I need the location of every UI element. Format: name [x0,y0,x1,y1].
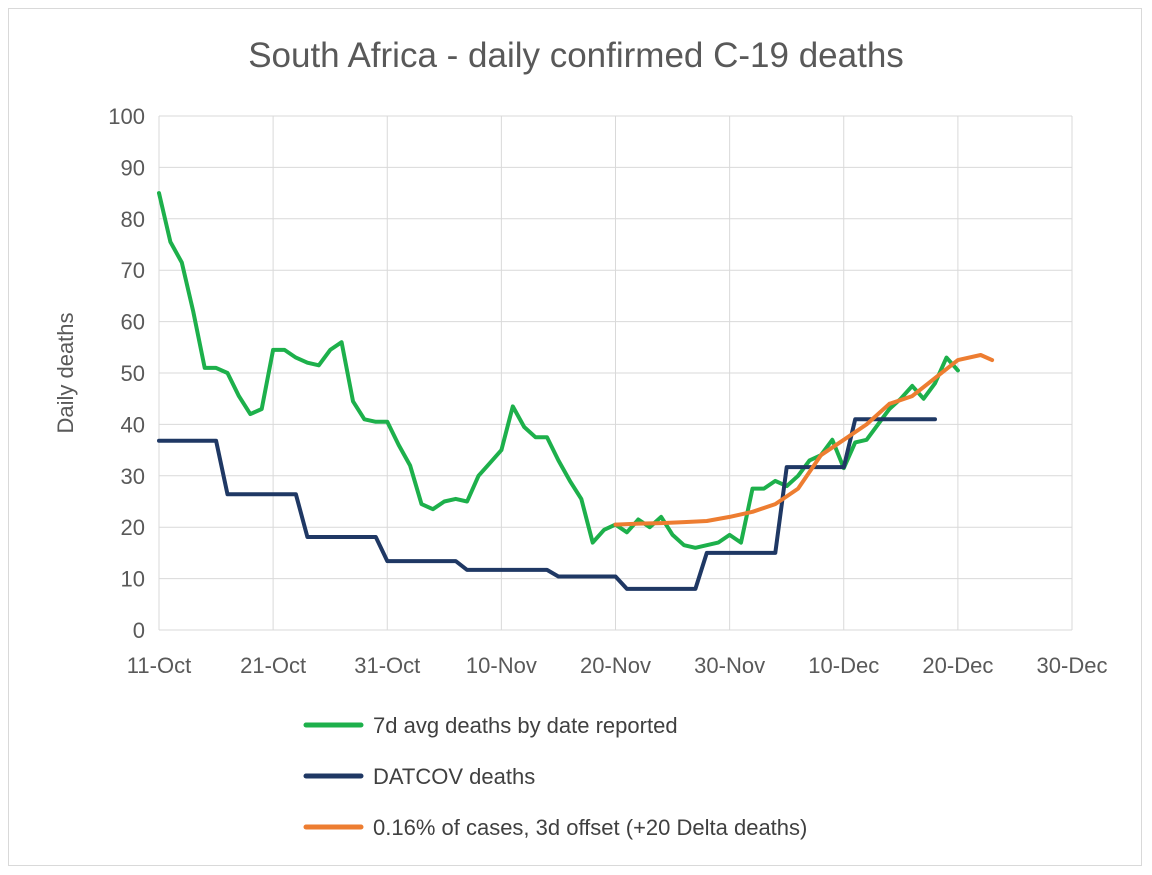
gridlines [158,115,1073,631]
series-line-2 [157,417,937,591]
y-tick-label: 60 [121,310,145,335]
y-tick-label: 30 [121,464,145,489]
legend: 7d avg deaths by date reported DATCOV dea… [303,713,807,840]
x-axis-ticks: 11-Oct 21-Oct 31-Oct 10-Nov 20-Nov 30-Nov 10-D… [127,653,1108,678]
y-tick-label: 50 [121,361,145,386]
series-line-1 [157,191,960,550]
y-tick-label: 80 [121,207,145,232]
x-tick-label: 30-Dec [1037,653,1108,678]
x-tick-label: 10-Nov [466,653,537,678]
y-tick-label: 100 [108,104,145,129]
chart-frame: South Africa - daily confirmed C-19 deat… [8,8,1142,866]
y-tick-label: 20 [121,515,145,540]
legend-label-2: DATCOV deaths [373,764,535,789]
x-tick-label: 10-Dec [808,653,879,678]
x-tick-label: 11-Oct [127,653,191,678]
chart-title: South Africa - daily confirmed C-19 deat… [248,36,904,75]
x-tick-label: 31-Oct [354,653,420,678]
y-axis-ticks: 0 10 20 30 40 50 60 70 80 90 100 [108,104,145,643]
x-tick-label: 20-Dec [922,653,993,678]
y-tick-label: 40 [121,412,145,437]
y-tick-label: 70 [121,258,145,283]
series-lines [157,191,995,591]
y-tick-label: 0 [133,618,145,643]
x-tick-label: 20-Nov [580,653,651,678]
y-axis-label: Daily deaths [53,312,78,433]
series-line-3 [613,353,995,527]
legend-label-1: 7d avg deaths by date reported [373,713,678,738]
y-tick-label: 90 [121,155,145,180]
x-tick-label: 21-Oct [240,653,306,678]
legend-label-3: 0.16% of cases, 3d offset (+20 Delta dea… [373,815,807,840]
y-tick-label: 10 [121,567,145,592]
chart-canvas: South Africa - daily confirmed C-19 deat… [53,36,1108,840]
x-tick-label: 30-Nov [694,653,765,678]
